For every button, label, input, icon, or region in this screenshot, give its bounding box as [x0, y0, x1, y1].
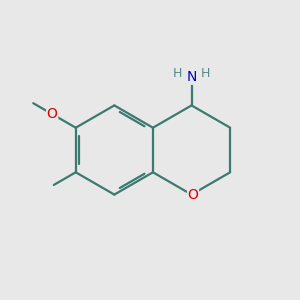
Text: N: N — [186, 70, 197, 84]
Text: O: O — [188, 188, 199, 202]
Text: H: H — [172, 67, 182, 80]
Text: O: O — [47, 106, 58, 121]
Text: H: H — [201, 67, 211, 80]
